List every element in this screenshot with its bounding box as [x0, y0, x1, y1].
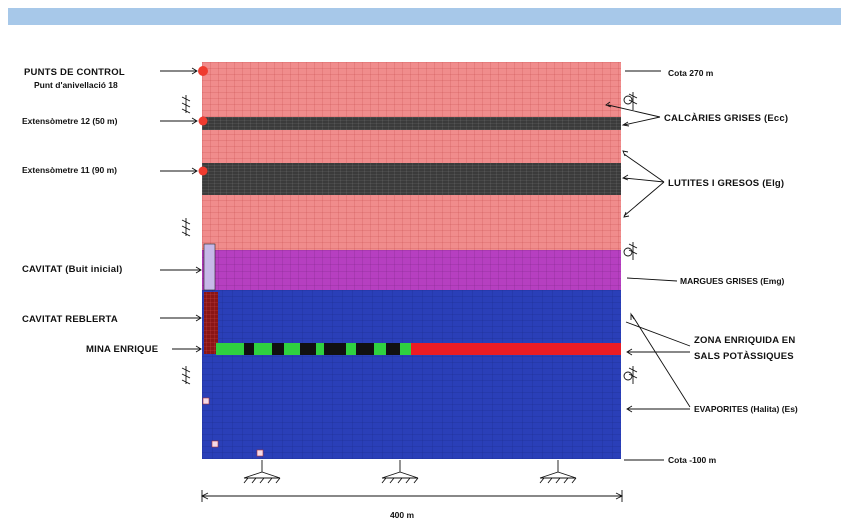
control-point-18 — [198, 66, 208, 76]
extensometer-11-point — [198, 166, 208, 176]
mine-galleries — [244, 343, 400, 355]
label-potash-line1: ZONA ENRIQUIDA EN — [694, 335, 795, 346]
label-extensometer-12: Extensòmetre 12 (50 m) — [22, 116, 118, 126]
cavity-filled — [204, 292, 218, 354]
limestone-layer — [202, 62, 621, 250]
lutite-band-upper — [202, 117, 621, 130]
width-dimension-line — [200, 490, 624, 502]
left-support-icons — [181, 95, 191, 385]
label-mine: MINA ENRIQUE — [86, 344, 158, 355]
label-bottom-elevation: Cota -100 m — [668, 455, 717, 465]
label-top-elevation: Cota 270 m — [668, 68, 714, 78]
label-evaporites: EVAPORITES (Halita) (Es) — [694, 404, 798, 414]
label-potash-line2: SALS POTÀSSIQUES — [694, 351, 794, 362]
monitoring-markers — [202, 397, 264, 457]
label-control-points: PUNTS DE CONTROL — [24, 67, 125, 78]
left-leader-lines — [160, 67, 202, 353]
label-extensometer-11: Extensòmetre 11 (90 m) — [22, 165, 117, 175]
lutite-band-lower — [202, 163, 621, 195]
right-leader-lines — [605, 70, 691, 461]
bottom-support-icons — [243, 460, 577, 484]
extensometer-12-point — [198, 116, 208, 126]
potash-zone-red — [411, 343, 621, 355]
label-width: 400 m — [390, 510, 415, 520]
label-cavity-initial: CAVITAT (Buit inicial) — [22, 264, 122, 275]
label-cavity-filled: CAVITAT REBLERTA — [22, 314, 118, 325]
label-control-points-sub: Punt d'anivellació 18 — [34, 80, 118, 90]
label-grey-limestones: CALCÀRIES GRISES (Ecc) — [664, 113, 788, 124]
evaporites-layer — [202, 290, 621, 459]
marls-layer — [202, 250, 621, 290]
header-bar — [8, 8, 841, 25]
label-grey-marls: MARGUES GRISES (Emg) — [680, 276, 785, 286]
cavity-initial — [203, 243, 216, 291]
right-support-icons — [623, 92, 638, 384]
label-lutites: LUTITES I GRESOS (Elg) — [668, 178, 784, 189]
